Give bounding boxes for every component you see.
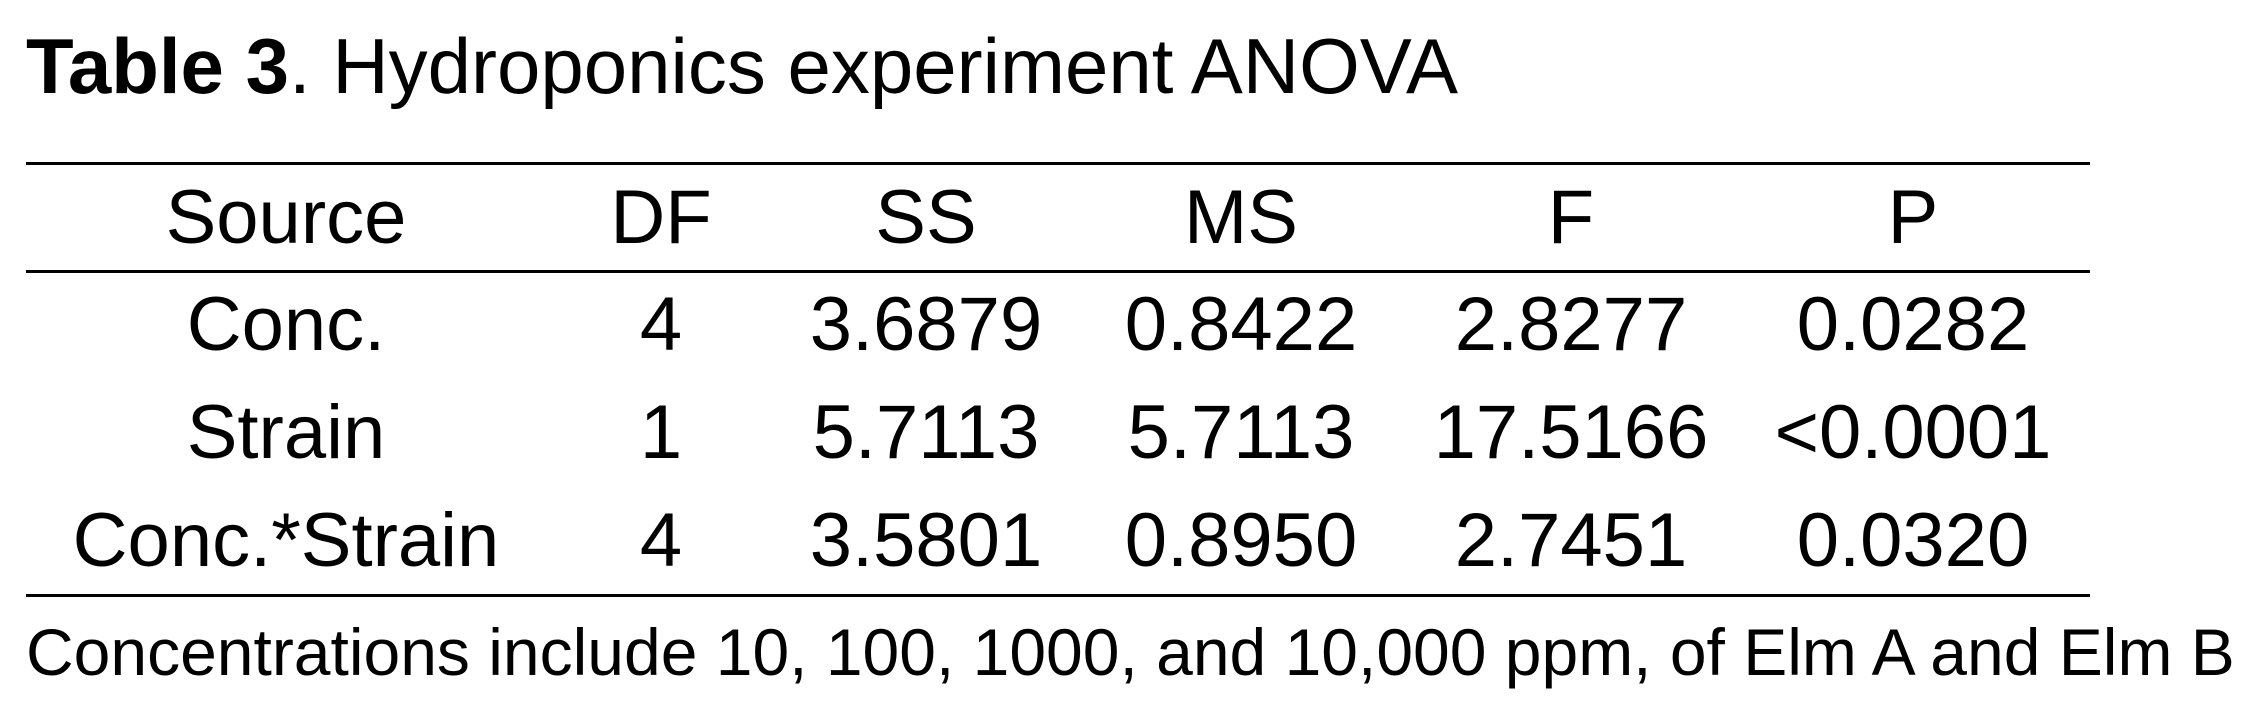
table-row: Conc. 4 3.6879 0.8422 2.8277 0.0282 [26, 270, 2090, 378]
column-header-df: DF [610, 175, 712, 260]
cell-p: 0.0282 [1796, 281, 2030, 367]
anova-table: Source DF SS MS F P Conc. 4 3.6879 0.842… [26, 165, 2090, 594]
cell-ss: 3.6879 [809, 281, 1043, 367]
table-footnote: Concentrations include 10, 100, 1000, an… [26, 615, 2235, 689]
cell-ss: 5.7113 [812, 389, 1040, 475]
header-row: Source DF SS MS F P [26, 165, 2090, 270]
cell-df: 4 [639, 497, 683, 583]
cell-f: 17.5166 [1433, 389, 1709, 475]
table-row: Conc.*Strain 4 3.5801 0.8950 2.7451 0.03… [26, 486, 2090, 594]
cell-ms: 0.8950 [1124, 497, 1358, 583]
cell-source: Conc.*Strain [72, 497, 500, 583]
table-caption: Table 3. Hydroponics experiment ANOVA [26, 18, 1458, 114]
cell-ms: 5.7113 [1127, 389, 1355, 475]
top-rule [26, 162, 2090, 165]
header-rule [26, 270, 2090, 273]
cell-p: 0.0320 [1796, 497, 2030, 583]
bottom-rule [26, 594, 2090, 597]
column-header-p: P [1887, 175, 1939, 260]
column-header-ms: MS [1184, 175, 1298, 260]
column-header-f: F [1547, 175, 1595, 260]
cell-ms: 0.8422 [1124, 281, 1358, 367]
cell-df: 1 [639, 389, 683, 475]
cell-source: Conc. [186, 281, 386, 367]
table-number-label: Table 3 [26, 22, 289, 110]
column-header-ss: SS [875, 175, 977, 260]
cell-ss: 3.5801 [809, 497, 1043, 583]
cell-f: 2.7451 [1454, 497, 1688, 583]
cell-p: <0.0001 [1774, 389, 2052, 475]
cell-source: Strain [186, 389, 386, 475]
table-title: . Hydroponics experiment ANOVA [288, 22, 1459, 110]
cell-f: 2.8277 [1454, 281, 1688, 367]
table-row: Strain 1 5.7113 5.7113 17.5166 <0.0001 [26, 378, 2090, 486]
column-header-source: Source [165, 175, 407, 260]
cell-df: 4 [639, 281, 683, 367]
